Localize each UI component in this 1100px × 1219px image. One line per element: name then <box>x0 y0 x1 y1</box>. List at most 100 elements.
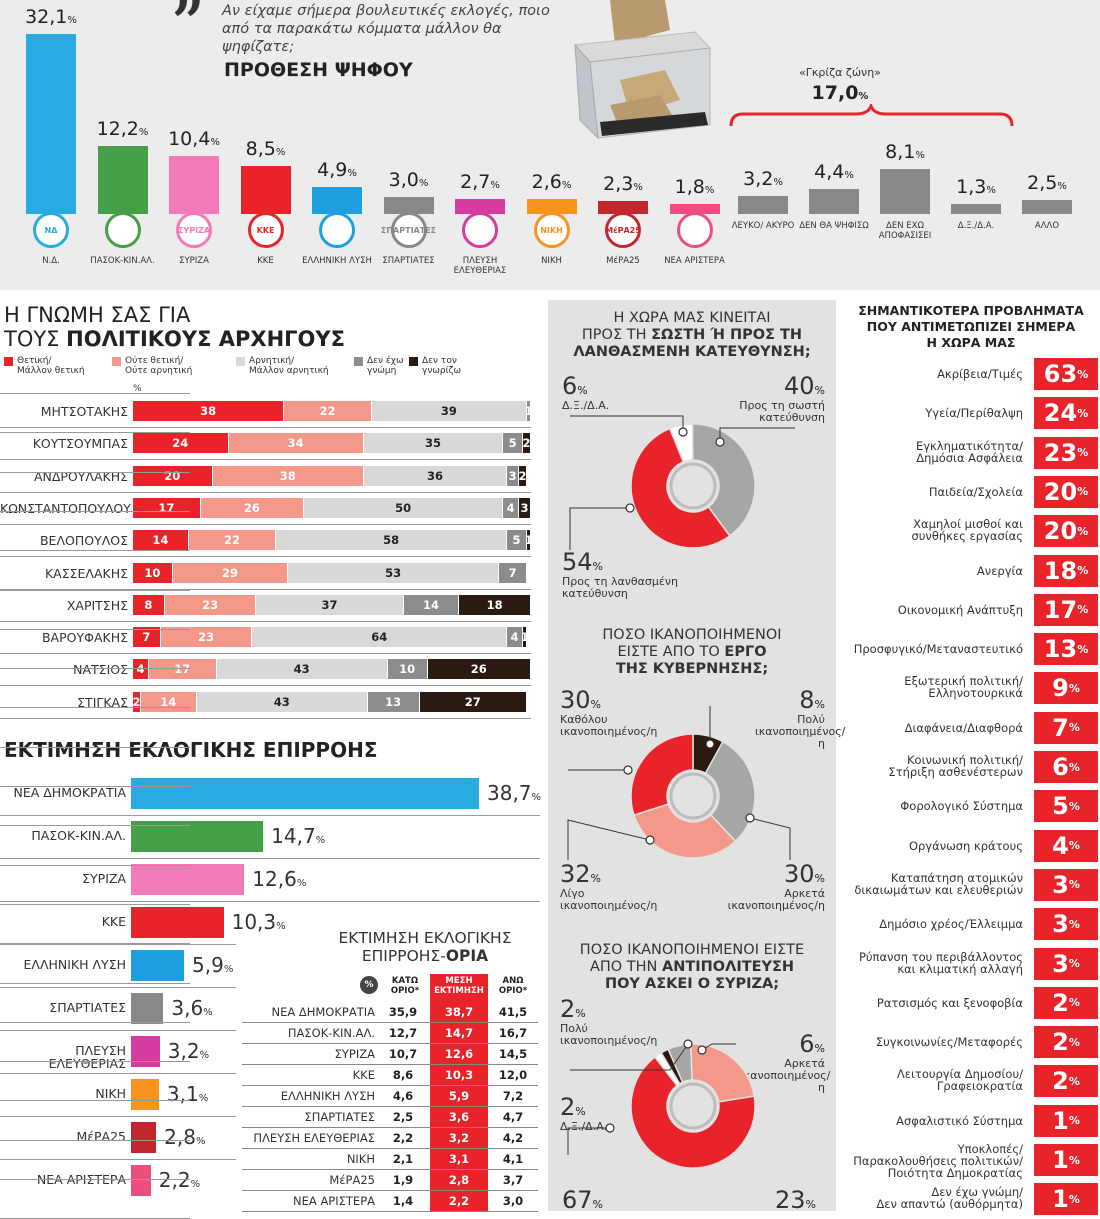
influence-divider <box>0 944 236 945</box>
problem-value: 20% <box>1034 475 1098 508</box>
vote-value-number: 32,1 <box>25 6 68 28</box>
influence-value: 14,7% <box>271 824 325 848</box>
leader-segment: 53 <box>288 562 499 583</box>
influence-party-name: ΣΥΡΙΖΑ <box>82 871 126 886</box>
vote-value: 1,3% <box>936 176 1016 198</box>
leader-segment: 4 <box>503 497 519 518</box>
limits-divider <box>242 1211 538 1212</box>
problem-row: Ανεργία 18% <box>842 554 1098 587</box>
party-logo-icon: ΝΙΚΗ <box>533 212 570 248</box>
problem-name: Υποκλοπές/Παρακολουθήσεις πολιτικών/ Ποι… <box>842 1143 1023 1179</box>
leader-segment: 39 <box>371 401 527 421</box>
problem-value-number: 9 <box>1052 674 1069 703</box>
problem-row: Οργάνωση κράτους 4% <box>842 829 1098 862</box>
leader-segment: 1 <box>523 627 526 648</box>
problem-name-line1: Προσφυγικό/Μεταναστευτικό <box>853 642 1023 657</box>
influence-value-number: 3,6 <box>171 996 204 1020</box>
problem-value-pct: % <box>1068 760 1080 774</box>
government-label-a: 30% Καθόλου ικανοποιημένος/η <box>560 686 658 738</box>
vote-bar <box>97 145 148 214</box>
leader-segment: 5 <box>503 433 523 454</box>
vote-bar <box>1022 199 1072 214</box>
problem-value: 17% <box>1034 593 1098 626</box>
vote-value-pct: % <box>704 184 715 196</box>
party-name: ΠΛΕΥΣΗ ΕΛΕΥΘΕΡΙΑΣ <box>453 256 507 276</box>
influence-divider <box>0 901 540 902</box>
vote-value: 32,1% <box>11 6 91 28</box>
problem-divider <box>0 550 190 552</box>
limits-mid: 3,1 <box>448 1152 470 1166</box>
leader-segment: 50 <box>304 497 503 518</box>
influence-value-pct: % <box>296 878 307 889</box>
limits-high: 41,5 <box>498 1005 528 1019</box>
problem-value: 13% <box>1034 633 1098 666</box>
problem-name: Οικονομική Ανάπτυξη <box>898 604 1023 616</box>
problem-divider <box>0 864 190 866</box>
grey-zone-value: 17,0% <box>811 82 869 104</box>
influence-divider <box>0 987 236 988</box>
legend-item: Δεν τον γνωρίζω <box>409 356 461 376</box>
limits-high: 4,7 <box>502 1110 524 1124</box>
vote-value-number: 12,2 <box>96 117 139 140</box>
problem-value-number: 20 <box>1043 517 1078 546</box>
influence-value: 3,6% <box>171 996 212 1020</box>
vote-bar <box>526 199 577 214</box>
problem-name: Ρύπανση του περιβάλλοντος και κλιματική α… <box>859 951 1023 975</box>
problem-value-number: 1 <box>1052 1106 1069 1135</box>
vote-bar <box>169 155 219 214</box>
vote-value-pct: % <box>633 182 643 194</box>
vote-value: 4,4% <box>794 161 874 183</box>
opposition-leader-b-dot <box>697 1045 707 1055</box>
problem-value-pct: % <box>1077 446 1089 460</box>
limits-high: 16,7 <box>498 1026 528 1040</box>
leader-segment: 14 <box>133 530 188 551</box>
influence-value-number: 12,6 <box>252 867 297 891</box>
limits-mid: 38,7 <box>444 1005 474 1019</box>
limits-low: 2,2 <box>392 1131 414 1145</box>
problem-value-number: 2 <box>1052 1067 1069 1096</box>
legend-line2: Μάλλον θετική <box>17 366 85 376</box>
vote-intention-panel: ” Αν είχαμε σήμερα βουλευτικές εκλογές, … <box>0 0 1100 290</box>
vote-value-number: 4,4 <box>814 161 845 184</box>
grey-zone-bracket <box>729 104 1014 127</box>
problem-name: Δεν έχω γνώμη/Δεν απαντώ (αυθόρμητα) <box>876 1186 1023 1210</box>
ballot-box-icon <box>573 0 712 140</box>
problem-value: 7% <box>1034 711 1098 744</box>
influence-value: 5,9% <box>192 953 233 977</box>
influence-bar <box>131 778 479 809</box>
leader-name: ΒΑΡΟΥΦΑΚΗΣ <box>41 630 128 646</box>
problem-name-line2: Στήριξη ασθενέστερων <box>888 765 1023 779</box>
leader-name: ΚΩΝΣΤΑΝΤΟΠΟΥΛΟΥ <box>0 500 131 516</box>
leader-segment: 8 <box>133 594 164 615</box>
limits-mid: 3,6 <box>448 1110 470 1124</box>
direction-label-b: 40% Προς τη σωστή κατεύθυνση <box>739 372 825 424</box>
vote-value: 2,3% <box>583 173 663 195</box>
vote-bar <box>738 196 788 214</box>
influence-value-number: 10,3 <box>231 910 277 934</box>
vote-value-number: 2,6 <box>531 171 562 194</box>
pct-mark: % <box>133 384 142 394</box>
problem-row: Υποκλοπές/Παρακολουθήσεις πολιτικών/ Ποι… <box>842 1143 1098 1179</box>
problem-value: 5% <box>1034 790 1098 823</box>
influence-value-pct: % <box>199 1050 210 1061</box>
problem-value-number: 6 <box>1052 753 1069 781</box>
leader-segment: 2 <box>133 691 140 712</box>
problem-value-pct: % <box>1068 996 1080 1010</box>
legend-line1: Αρνητική/ <box>249 356 295 366</box>
problem-row: Ρατσισμός και ξενοφοβία 2% <box>842 986 1098 1019</box>
problem-value: 23% <box>1034 436 1098 469</box>
government-label-b: 8% Πολύ ικανοποιημένος/η <box>755 686 846 750</box>
party-logo-icon <box>319 212 355 248</box>
problem-value-number: 1 <box>1052 1185 1069 1214</box>
problem-divider <box>0 746 190 748</box>
problem-value: 3% <box>1034 868 1098 901</box>
problem-value: 2% <box>1034 986 1098 1019</box>
row-divider <box>0 523 531 525</box>
influence-value-pct: % <box>203 1007 213 1018</box>
government-leader-d <box>749 817 791 860</box>
vote-value: 8,5% <box>226 138 306 160</box>
legend-swatch <box>4 357 13 366</box>
legend-item: Δεν έχω γνώμη <box>354 356 404 376</box>
problem-divider <box>0 393 190 394</box>
influence-value-pct: % <box>195 1136 206 1147</box>
